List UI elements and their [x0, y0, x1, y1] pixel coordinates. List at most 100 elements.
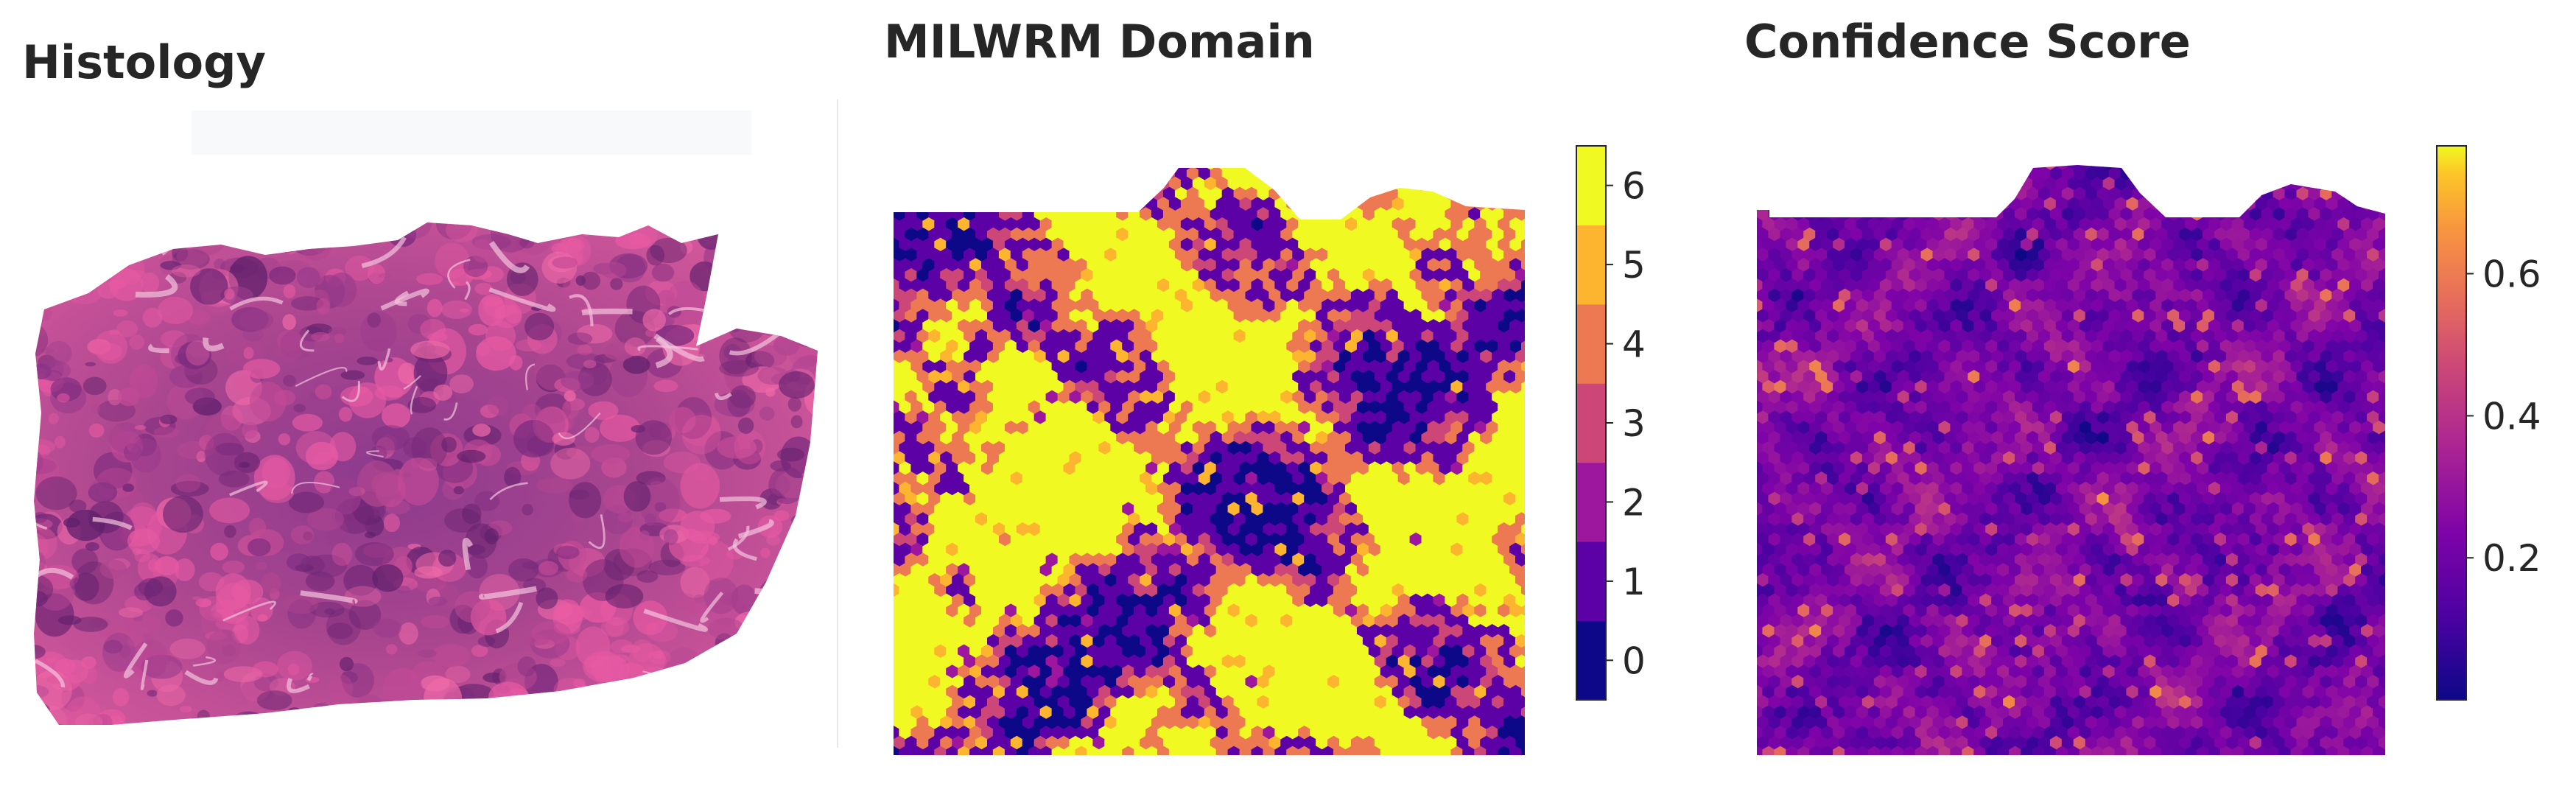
- domain-hexbin: [1456, 553, 1470, 567]
- domain-hexbin: [1210, 268, 1223, 283]
- domain-hexbin: [1327, 715, 1340, 730]
- domain-hexbin: [1362, 207, 1375, 222]
- domain-hexbin: [1145, 421, 1159, 435]
- tissue-blob: [41, 348, 55, 354]
- stroma-streak: [34, 500, 48, 530]
- domain-hexbin: [1186, 512, 1199, 527]
- confidence-hexbin: [1768, 227, 1781, 242]
- tissue-blob: [257, 614, 268, 622]
- domain-hexbin: [1445, 268, 1458, 283]
- confidence-hexbin: [2067, 278, 2080, 293]
- domain-hexbin: [1016, 237, 1029, 253]
- domain-hexbin: [1192, 542, 1205, 558]
- domain-hexbin: [1374, 430, 1387, 446]
- domain-hexbin: [1409, 410, 1422, 425]
- domain-hexbin: [1427, 176, 1440, 192]
- confidence-hexbin: [1885, 166, 1898, 181]
- tissue-blob: [424, 678, 463, 720]
- tissue-blob: [209, 497, 250, 524]
- domain-hexbin: [1204, 237, 1217, 253]
- domain-hexbin: [1210, 512, 1223, 527]
- tissue-blob: [738, 638, 763, 653]
- stroma-streak: [184, 670, 219, 685]
- domain-hexbin: [1380, 522, 1393, 537]
- domain-hexbin: [998, 309, 1011, 323]
- confidence-hexbin: [2219, 237, 2233, 253]
- domain-hexbin: [1157, 583, 1170, 598]
- confidence-hexbin: [2073, 166, 2086, 181]
- domain-hexbin: [1092, 248, 1106, 262]
- confidence-hexbin: [2114, 217, 2127, 232]
- confidence-hexbin: [2091, 176, 2104, 192]
- domain-hexbin: [1028, 319, 1041, 334]
- domain-hexbin: [1075, 319, 1088, 334]
- domain-hexbin: [1163, 471, 1176, 486]
- confidence-hexbins: [1757, 165, 2385, 755]
- domain-hexbin: [969, 481, 982, 497]
- domain-hexbin: [1010, 227, 1023, 242]
- domain-hexbin: [1163, 309, 1176, 323]
- domain-colorbar-segment: [1576, 146, 1606, 225]
- domain-hexbin: [992, 319, 1006, 334]
- domain-hexbin: [946, 542, 959, 558]
- domain-hexbin: [1316, 471, 1329, 486]
- domain-hexbin: [1427, 217, 1440, 232]
- tissue-blob: [726, 301, 768, 343]
- tissue-blob: [651, 263, 675, 282]
- confidence-hexbin: [1757, 186, 1769, 202]
- domain-hexbin: [894, 197, 900, 211]
- domain-hexbin: [1397, 715, 1411, 730]
- tissue-blob: [737, 639, 775, 670]
- domain-hexbin: [1033, 227, 1047, 242]
- domain-hexbin: [1163, 430, 1176, 446]
- domain-hexbin: [1356, 400, 1369, 415]
- domain-hexbin: [958, 319, 971, 334]
- domain-hexbin: [1063, 726, 1076, 740]
- confidence-hexbin: [1979, 186, 1993, 202]
- domain-hexbin: [1004, 583, 1017, 598]
- domain-hexbin: [1145, 522, 1159, 537]
- tissue-blob: [605, 617, 625, 637]
- domain-hexbin: [922, 644, 936, 659]
- domain-hexbin: [1045, 573, 1059, 588]
- confidence-hexbin: [2049, 248, 2063, 262]
- domain-hexbin: [899, 421, 912, 435]
- tissue-blob: [670, 708, 695, 725]
- domain-hexbin: [1409, 268, 1422, 283]
- domain-hexbin: [1134, 726, 1147, 740]
- domain-hexbin: [894, 684, 900, 700]
- domain-hexbin: [1116, 410, 1129, 425]
- domain-hexbin: [958, 339, 971, 354]
- domain-hexbin: [1022, 715, 1035, 730]
- domain-hexbin: [1456, 168, 1470, 181]
- domain-hexbin: [1368, 644, 1381, 659]
- confidence-hexbin: [2149, 217, 2163, 232]
- domain-hexbin: [1445, 410, 1458, 425]
- domain-hexbin: [1304, 227, 1317, 242]
- domain-hexbin: [1356, 379, 1369, 395]
- domain-hexbin: [1022, 471, 1035, 486]
- tissue-blob: [156, 684, 186, 706]
- confidence-hexbin: [2073, 288, 2086, 304]
- confidence-hexbin: [2249, 268, 2262, 283]
- confidence-hexbin: [2138, 237, 2151, 253]
- domain-hexbin: [1104, 695, 1117, 710]
- domain-hexbin: [1022, 430, 1035, 446]
- domain-hexbin: [1503, 168, 1517, 181]
- confidence-hexbin: [2185, 176, 2198, 192]
- domain-hexbin: [928, 430, 941, 446]
- confidence-hexbin: [2132, 248, 2145, 262]
- tissue-blob: [309, 601, 345, 618]
- domain-hexbin: [1104, 288, 1117, 304]
- domain-hexbin: [922, 726, 936, 740]
- domain-hexbin: [1462, 542, 1475, 558]
- domain-hexbin: [1140, 268, 1153, 283]
- domain-hexbin: [1333, 421, 1346, 435]
- domain-hexbin: [1245, 410, 1258, 425]
- domain-hexbin: [1221, 654, 1235, 669]
- domain-hexbin: [1174, 288, 1187, 304]
- domain-hexbin: [894, 512, 906, 527]
- domain-hexbin: [1251, 603, 1264, 618]
- tissue-blob: [428, 596, 448, 606]
- domain-hexbin: [1233, 207, 1246, 222]
